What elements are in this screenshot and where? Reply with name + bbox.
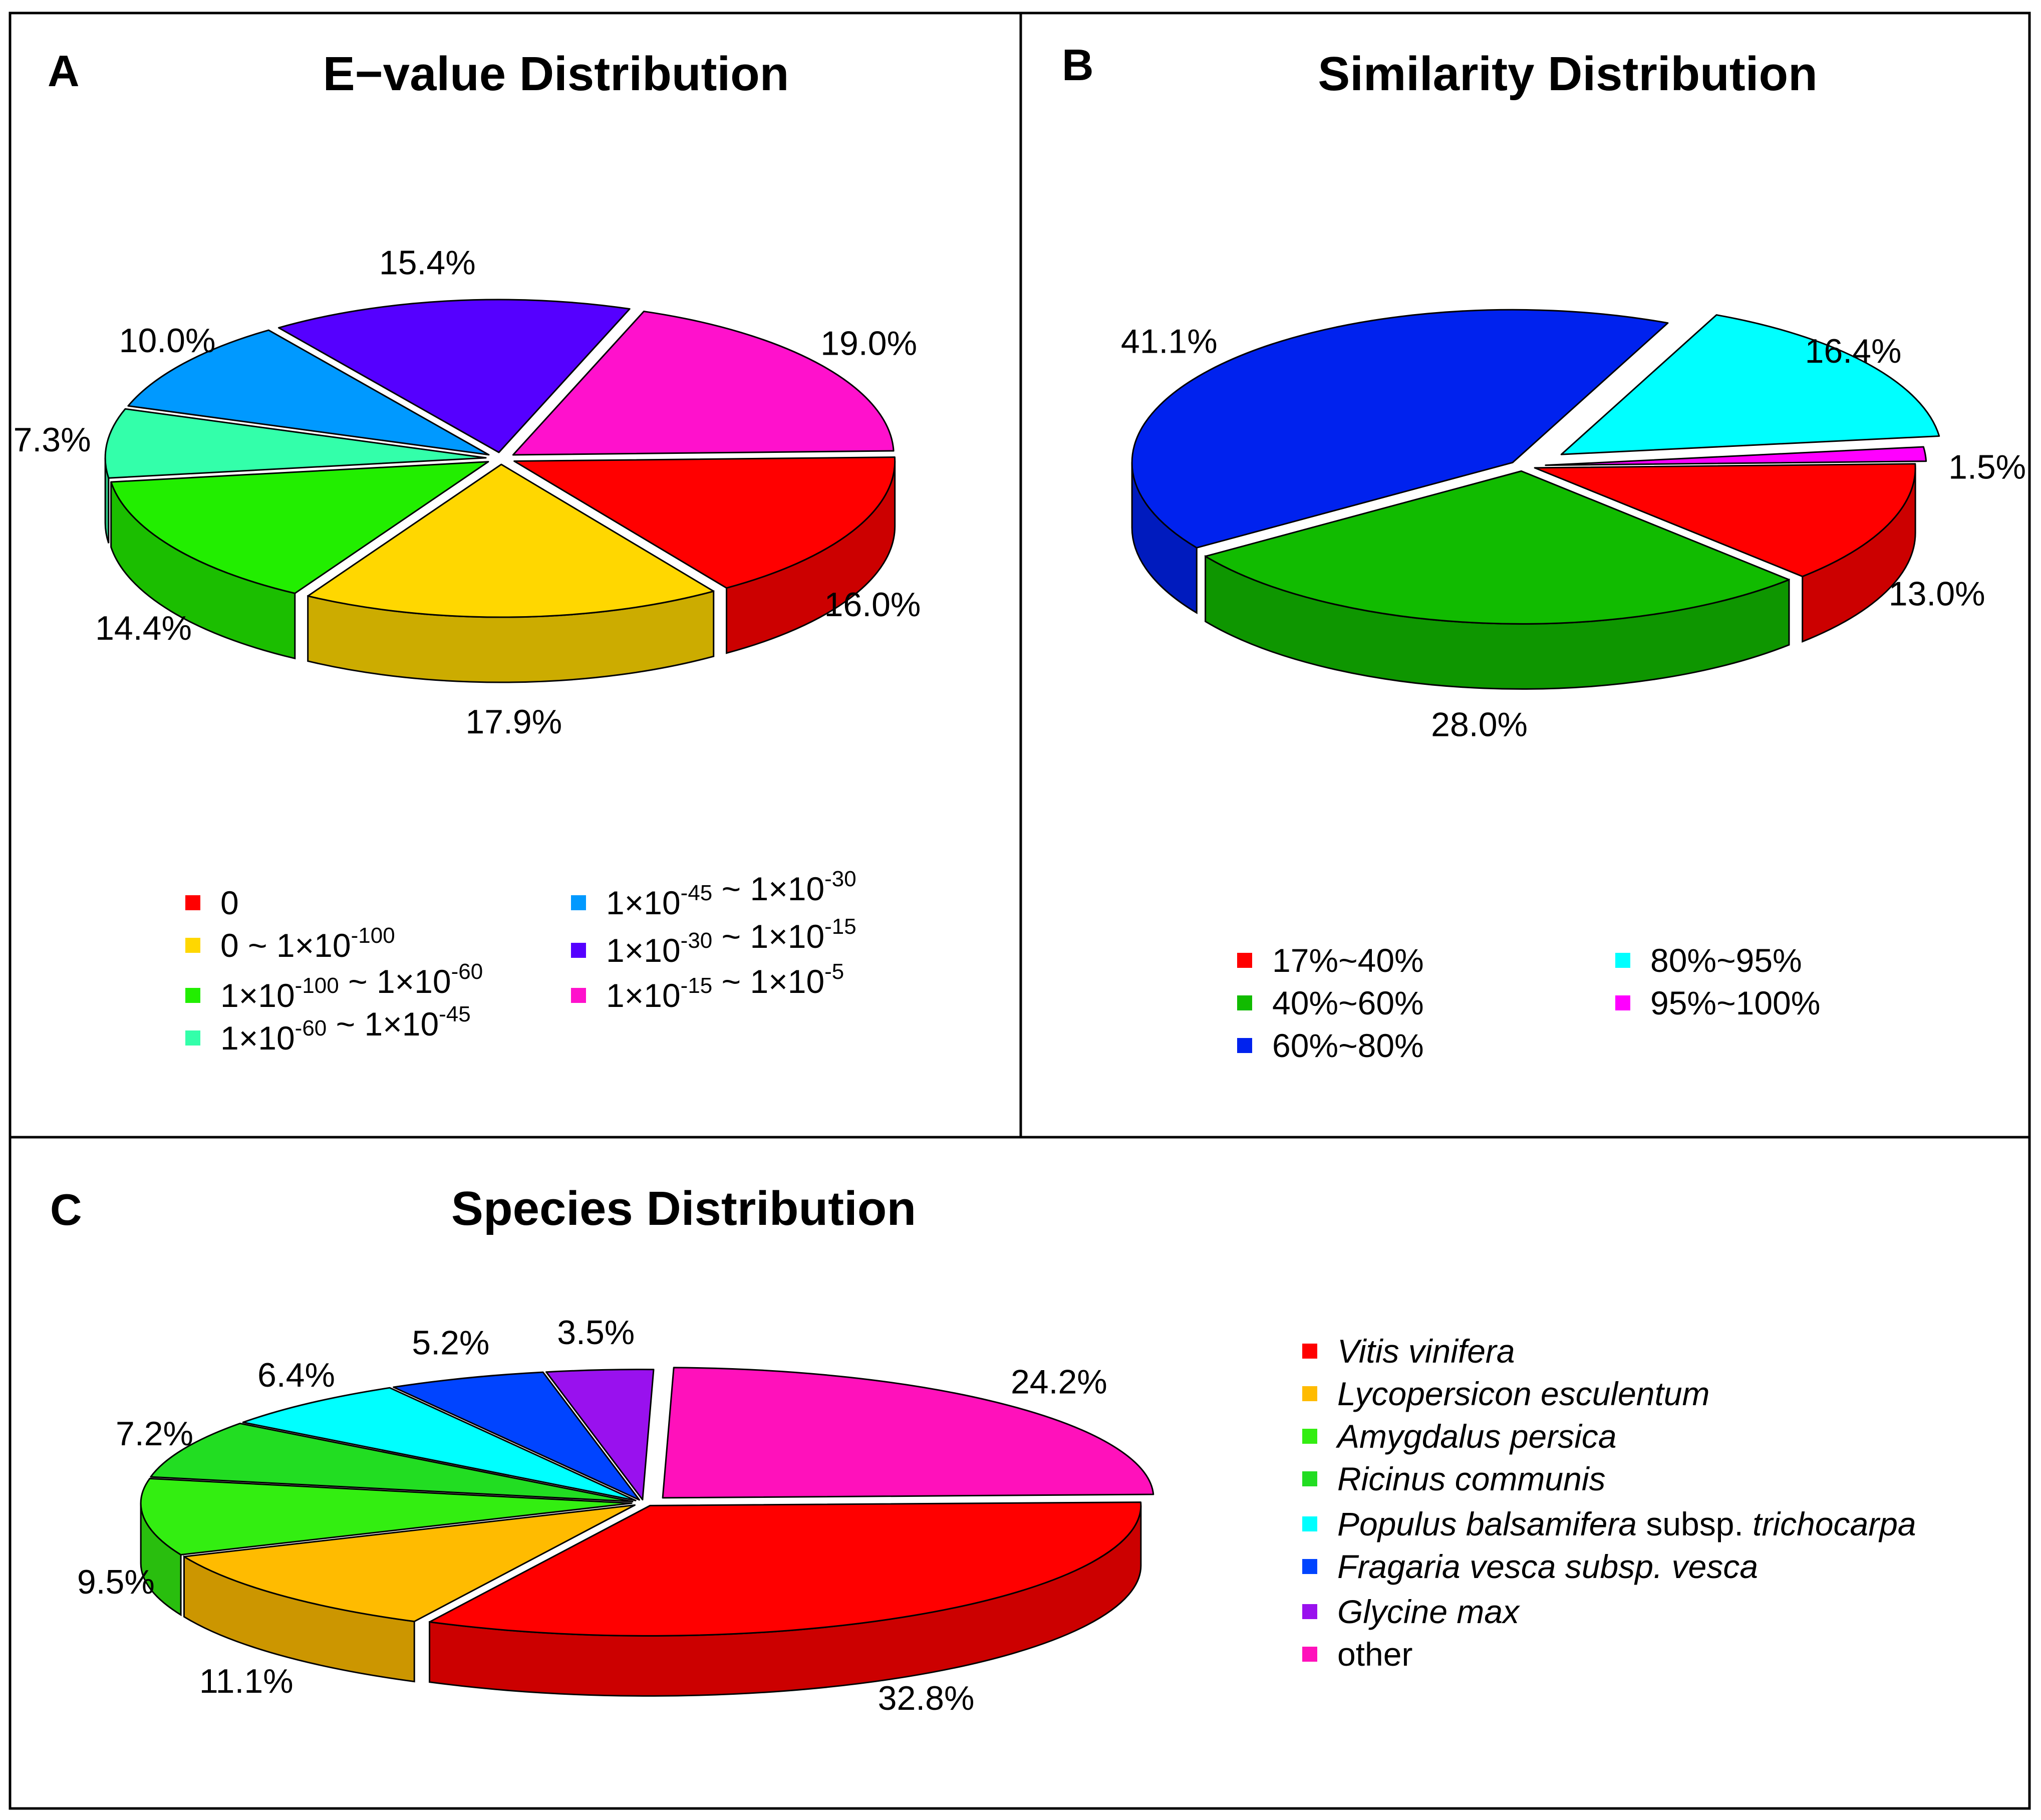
species-slice-fragaria-vesca-subsp-vesca — [393, 1371, 641, 1501]
similarity-legend-label-80-95: 80%~95% — [1650, 942, 1802, 979]
species-pct-label: 3.5% — [557, 1314, 635, 1352]
evalue-slice-1-10-15-1-10-5 — [512, 311, 895, 456]
evalue-legend-swatch-0 — [185, 895, 200, 910]
evalue-legend-swatch-1-10-100-1-10-60 — [185, 988, 200, 1003]
similarity-pct-label: 13.0% — [1889, 575, 1985, 613]
species-legend-label-other: other — [1337, 1636, 1412, 1673]
panel-c-title: Species Distribution — [451, 1182, 916, 1235]
evalue-legend-label-1-10-45-1-10-30: 1×10-45 ~ 1×10-30 — [606, 867, 856, 921]
species-legend-swatch-vitis-vinifera — [1302, 1344, 1317, 1359]
species-slice-glycine-max — [545, 1369, 655, 1501]
species-legend-swatch-lycopersicon-esculentum — [1302, 1386, 1317, 1401]
species-legend-label-fragaria-vesca-subsp-vesca: Fragaria vesca subsp. vesca — [1337, 1548, 1758, 1585]
evalue-slice-0-1-10-100 — [307, 463, 715, 618]
evalue-slice-0 — [513, 456, 896, 589]
species-pct-label: 5.2% — [412, 1324, 489, 1362]
evalue-legend-swatch-1-10-45-1-10-30 — [571, 895, 586, 910]
similarity-legend-label-17-40: 17%~40% — [1272, 942, 1424, 979]
similarity-pct-label: 41.1% — [1121, 323, 1218, 361]
species-slice-vitis-vinifera — [429, 1501, 1142, 1637]
species-legend-swatch-amygdalus-persica — [1302, 1429, 1317, 1444]
similarity-pct-label: 16.4% — [1805, 332, 1902, 370]
similarity-pct-label: 28.0% — [1431, 706, 1528, 744]
similarity-slice-40-60 — [1205, 470, 1790, 625]
panel-a-title: E−value Distribution — [323, 47, 789, 101]
species-legend-label-ricinus-communis: Ricinus communis — [1337, 1460, 1605, 1497]
evalue-pct-label: 14.4% — [95, 609, 192, 647]
evalue-pct-label: 7.3% — [14, 421, 91, 459]
species-legend-label-lycopersicon-esculentum: Lycopersicon esculentum — [1337, 1375, 1710, 1412]
chart-b: 13.0% 28.0% 41.1% 16.4% 1.5% 17%~40% 40%~60% 60… — [1121, 309, 2026, 1064]
evalue-legend-label-1-10-30-1-10-15: 1×10-30 ~ 1×10-15 — [606, 914, 856, 969]
panel-a-letter: A — [48, 46, 80, 96]
species-legend-label-vitis-vinifera: Vitis vinifera — [1337, 1333, 1515, 1370]
evalue-slice-1-10-100-1-10-60 — [110, 461, 489, 594]
species-legend-swatch-populus-balsamifera-subsp-trichocarpa — [1302, 1516, 1317, 1531]
panel-b-title: Similarity Distribution — [1318, 47, 1817, 101]
species-pct-label: 9.5% — [77, 1563, 155, 1601]
chart-c: 32.8% 11.1% 9.5% 7.2% 6.4% 5.2% 3.5% 24.2% Vitis… — [77, 1314, 1916, 1717]
similarity-slice-95-100 — [1545, 446, 1927, 466]
similarity-slice-60-80 — [1131, 309, 1669, 549]
panel-b-letter: B — [1062, 40, 1094, 90]
species-slice-other — [662, 1367, 1154, 1499]
evalue-legend-swatch-0-1-10-100 — [185, 938, 200, 953]
panel-c-letter: C — [50, 1185, 82, 1234]
similarity-legend-label-40-60: 40%~60% — [1272, 984, 1424, 1021]
evalue-legend-label-1-10-100-1-10-60: 1×10-100 ~ 1×10-60 — [220, 959, 483, 1014]
species-legend-swatch-ricinus-communis — [1302, 1471, 1317, 1486]
similarity-legend-swatch-17-40 — [1237, 953, 1252, 968]
species-legend-swatch-other — [1302, 1647, 1317, 1662]
species-slice-ricinus-communis — [150, 1422, 634, 1502]
evalue-legend-label-1-10-15-1-10-5: 1×10-15 ~ 1×10-5 — [606, 959, 844, 1014]
similarity-legend-swatch-80-95 — [1615, 953, 1630, 968]
species-slice-lycopersicon-esculentum — [183, 1504, 636, 1623]
species-pct-label: 11.1% — [199, 1662, 294, 1700]
evalue-pct-label: 10.0% — [119, 322, 216, 360]
species-legend-swatch-fragaria-vesca-subsp-vesca — [1302, 1559, 1317, 1574]
evalue-legend-label-0: 0 — [220, 884, 239, 921]
evalue-legend-label-0-1-10-100: 0 ~ 1×10-100 — [220, 923, 395, 964]
species-pct-label: 32.8% — [878, 1679, 975, 1717]
evalue-slice-1-10-30-1-10-15 — [277, 299, 631, 453]
evalue-legend-swatch-1-10-30-1-10-15 — [571, 943, 586, 958]
evalue-legend-swatch-1-10-60-1-10-45 — [185, 1030, 200, 1046]
similarity-legend-swatch-40-60 — [1237, 995, 1252, 1010]
similarity-legend-label-60-80: 60%~80% — [1272, 1027, 1424, 1064]
species-slice-populus-balsamifera-subsp-trichocarpa — [242, 1387, 637, 1501]
species-legend-label-glycine-max: Glycine max — [1337, 1593, 1520, 1630]
evalue-pct-label: 16.0% — [824, 586, 921, 624]
species-pct-label: 6.4% — [257, 1356, 335, 1394]
evalue-pct-label: 17.9% — [465, 703, 562, 741]
species-legend-swatch-glycine-max — [1302, 1604, 1317, 1619]
similarity-pct-label: 1.5% — [1948, 448, 2026, 486]
evalue-pct-label: 19.0% — [820, 325, 917, 363]
species-legend-label-amygdalus-persica: Amygdalus persica — [1335, 1418, 1617, 1455]
similarity-legend-swatch-60-80 — [1237, 1038, 1252, 1053]
chart-a: 16.0% 17.9% 14.4% 7.3% 10.0% 15.4% 19.0% 00 ~ 1… — [14, 243, 921, 1057]
similarity-legend-swatch-95-100 — [1615, 995, 1630, 1010]
species-legend-label-populus-balsamifera-subsp-trichocarpa: Populus balsamifera subsp. trichocarpa — [1337, 1505, 1916, 1542]
evalue-pct-label: 15.4% — [379, 243, 476, 282]
evalue-slice-1-10-45-1-10-30 — [127, 329, 490, 456]
similarity-slice-17-40 — [1534, 463, 1916, 578]
evalue-slice-1-10-60-1-10-45 — [104, 408, 487, 479]
similarity-legend-label-95-100: 95%~100% — [1650, 984, 1820, 1021]
species-slice-amygdalus-persica — [140, 1477, 633, 1556]
species-pct-label: 24.2% — [1011, 1363, 1107, 1401]
species-pct-label: 7.2% — [116, 1415, 193, 1453]
similarity-slice-80-95 — [1560, 314, 1940, 455]
evalue-legend-label-1-10-60-1-10-45: 1×10-60 ~ 1×10-45 — [220, 1002, 471, 1057]
evalue-legend-swatch-1-10-15-1-10-5 — [571, 988, 586, 1003]
